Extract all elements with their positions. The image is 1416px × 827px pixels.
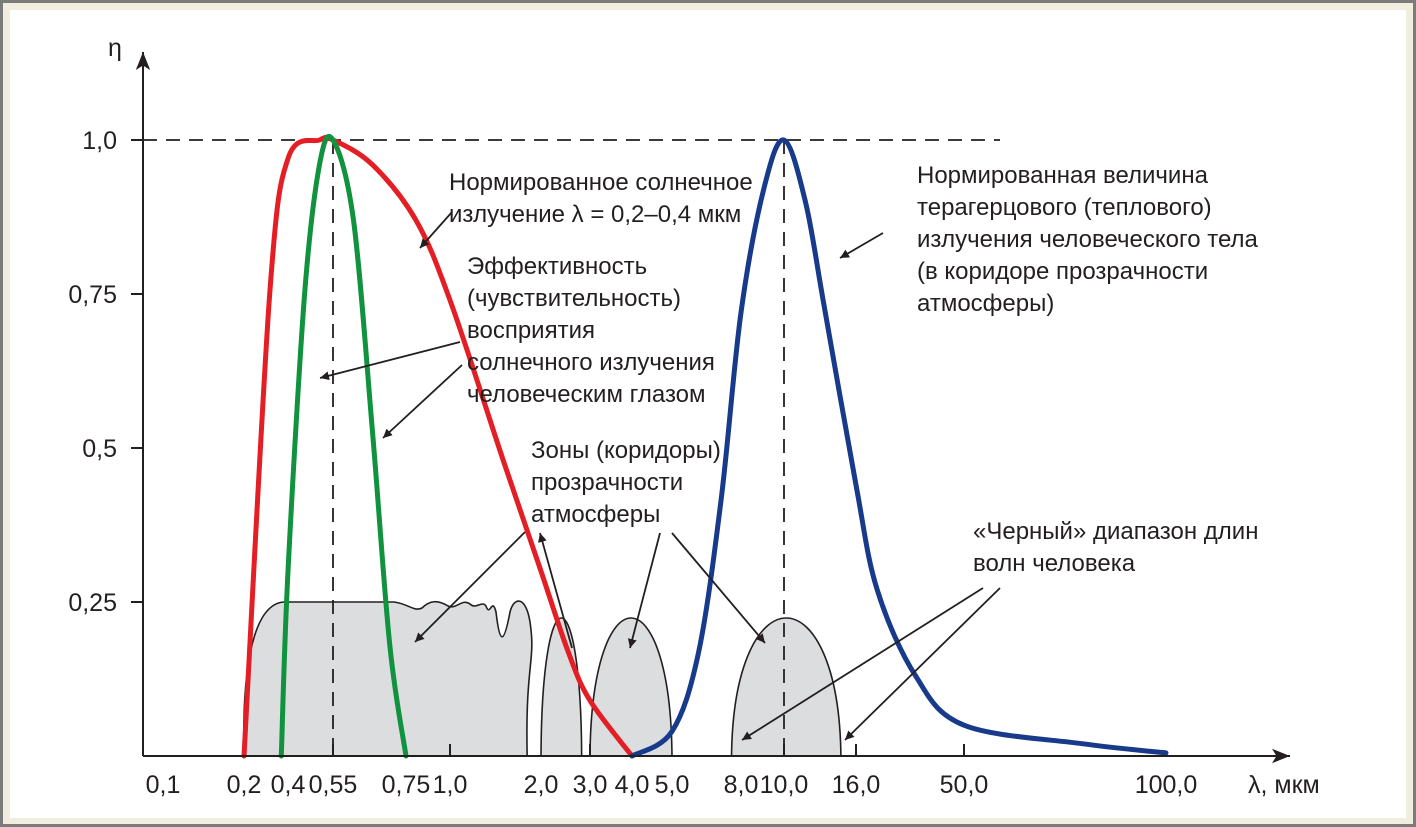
y-tick-label: 0,5 [82,435,117,463]
arrow-zone-1 [414,531,526,643]
arrow-eye-to-left-slope [319,341,461,381]
transparency-zone [730,617,842,757]
series-line-1 [278,133,409,759]
x-tick-label: 16,0 [832,771,881,799]
x-tick-label: 5,0 [655,771,690,799]
transparency-zones [242,600,842,757]
arrow-black-range-right [844,587,1001,741]
x-tick-label: 0,2 [227,771,262,799]
x-tick-label: 3,0 [573,771,608,799]
transparency-zone [589,617,673,757]
series-line-0 [241,134,635,759]
annotation-arrows [319,211,1001,741]
x-tick-label: 100,0 [1135,771,1198,799]
annotation-eye: Эффективность (чувствительность) восприя… [467,253,722,408]
x-tick-label: 0,55 [309,771,358,799]
arrow-black-range-left [741,587,984,741]
annotation-thermal: Нормированная величина терагерцового (те… [917,162,1265,317]
y-axis-label: η [108,34,122,62]
x-tick-label: 50,0 [940,771,989,799]
x-tick-label: 8,0 [724,771,759,799]
arrow-zone-2 [538,532,573,649]
x-axis-label: λ, мкм [1248,771,1320,799]
arrow-solar-to-red-curve [419,211,453,249]
x-tick-label: 0,1 [146,771,181,799]
x-tick-label: 10,0 [760,771,809,799]
x-tick-label: 1,0 [433,771,468,799]
x-tick-label: 2,0 [524,771,559,799]
x-tick-label: 4,0 [615,771,650,799]
annotation-zones: Зоны (коридоры) прозрачности атмосферы [531,437,728,528]
y-tick-label: 1,0 [82,127,117,155]
arrow-eye-to-right-slope [382,364,463,439]
y-tick-label: 0,25 [68,589,117,617]
transparency-zone [540,617,583,757]
plot-panel [10,10,1406,818]
axis-ticks: 0,250,50,751,00,1 0,2 0,4 0,55 0,75 1,0 2,0 3,0… [68,127,1197,799]
arrow-thermal-to-blue-curve [839,232,884,259]
transparency-zone [242,600,533,757]
annotation-black-range: «Черный» диапазон длин волн человека [973,518,1265,577]
annotation-solar: Нормированное солнечное излучение λ = 0,… [449,169,759,228]
arrow-zone-3 [627,532,661,649]
x-tick-label: 0,75 [382,771,431,799]
y-tick-label: 0,75 [68,281,117,309]
x-tick-label: 0,4 [271,771,306,799]
arrow-zone-4 [671,532,766,644]
